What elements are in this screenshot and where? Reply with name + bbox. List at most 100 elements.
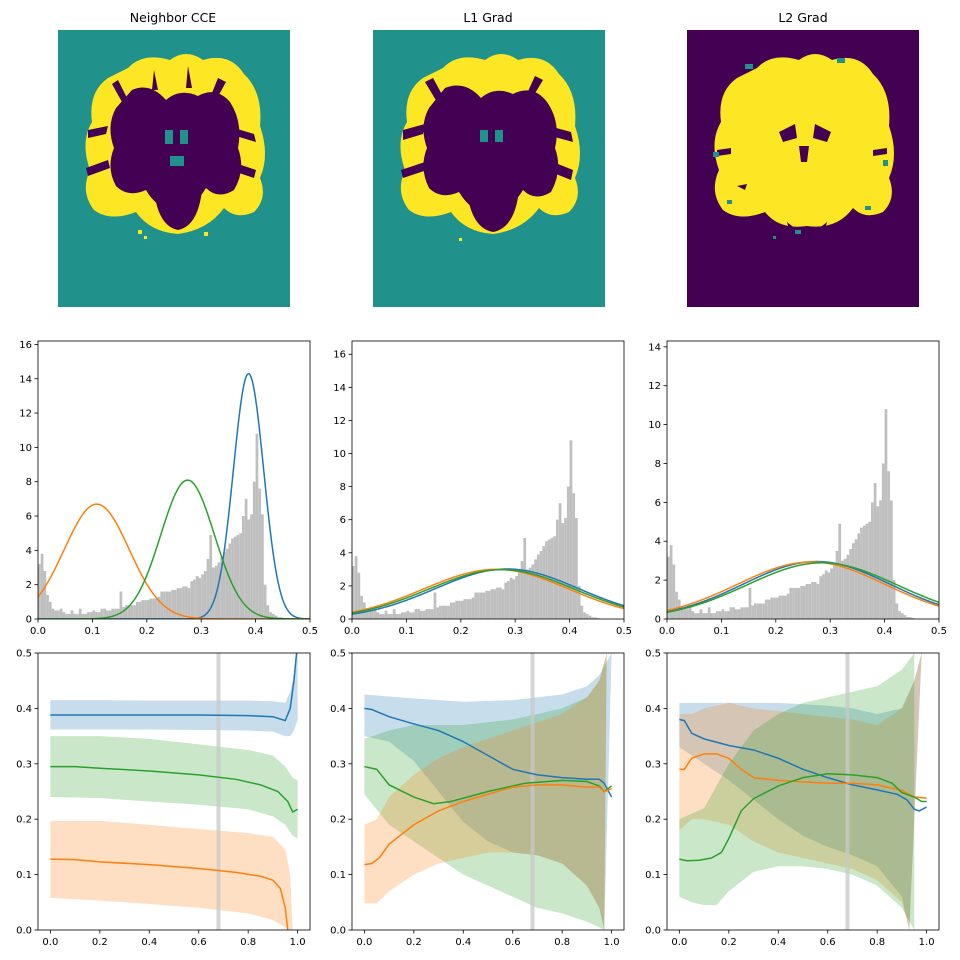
histogram-bar bbox=[588, 615, 592, 619]
histogram-bar bbox=[165, 591, 169, 619]
y-tick-label: 2 bbox=[655, 576, 661, 587]
histogram-bar bbox=[849, 549, 852, 619]
mean-line-orange bbox=[50, 858, 289, 930]
mean-line-orange bbox=[679, 753, 927, 799]
x-tick-label: 1.0 bbox=[919, 937, 935, 948]
histogram-bar bbox=[735, 609, 738, 619]
histogram-bar bbox=[721, 609, 725, 619]
histogram-bar bbox=[819, 576, 823, 619]
x-tick-label: 0.6 bbox=[505, 937, 521, 948]
histogram-bar bbox=[672, 564, 676, 619]
mean-line-green bbox=[50, 765, 299, 814]
y-tick-label: 0.2 bbox=[330, 815, 346, 826]
histogram-bar bbox=[89, 612, 93, 619]
x-tick-label: 0.4 bbox=[141, 937, 157, 948]
y-tick-label: 0.5 bbox=[330, 649, 346, 660]
histogram-bar bbox=[762, 603, 765, 619]
histogram-bar bbox=[428, 609, 431, 619]
histogram-bar bbox=[756, 603, 760, 619]
histogram-bar bbox=[732, 607, 735, 619]
brain-teal-interior bbox=[480, 130, 503, 142]
histogram-bar bbox=[751, 605, 755, 619]
histogram-bar bbox=[517, 572, 521, 619]
histogram-bar bbox=[515, 575, 518, 619]
mean-line-blue bbox=[50, 653, 298, 722]
histogram-bar bbox=[198, 577, 202, 619]
histogram-bar bbox=[127, 605, 131, 619]
histogram-bar bbox=[594, 617, 597, 619]
threshold-vertical-line bbox=[530, 653, 535, 930]
histogram-bar bbox=[680, 607, 684, 619]
histogram-bar bbox=[430, 609, 434, 619]
histogram-bar bbox=[482, 592, 486, 619]
histogram-bar bbox=[81, 613, 85, 619]
histogram-bar bbox=[228, 543, 232, 619]
y-tick-label: 10 bbox=[333, 449, 346, 460]
segmentation-image-neighbor-cce bbox=[58, 30, 290, 307]
histogram-bar bbox=[411, 612, 415, 619]
histogram-bar bbox=[572, 493, 576, 619]
histogram-bar bbox=[171, 589, 174, 619]
band-green bbox=[50, 736, 298, 839]
histogram-bar bbox=[580, 605, 584, 619]
histogram-bar bbox=[187, 588, 191, 619]
histogram-bar bbox=[898, 611, 901, 619]
histogram-bar bbox=[242, 516, 245, 619]
histogram-bar bbox=[843, 558, 847, 619]
histogram-bar bbox=[871, 502, 874, 619]
histogram-bar bbox=[184, 586, 188, 619]
histogram-bar bbox=[740, 607, 744, 619]
histogram-bar bbox=[38, 564, 41, 619]
histogram-bar bbox=[490, 589, 494, 619]
histogram-bar bbox=[119, 591, 123, 619]
x-tick-label: 0.1 bbox=[84, 626, 100, 637]
histogram-bar bbox=[447, 605, 450, 619]
brain-purple-shape bbox=[86, 66, 256, 230]
histogram-bar bbox=[86, 612, 90, 619]
y-tick-label: 6 bbox=[655, 498, 661, 509]
histogram-bar bbox=[523, 537, 527, 619]
histogram-bar bbox=[846, 554, 850, 619]
histogram-bar bbox=[371, 610, 374, 619]
plot-area bbox=[679, 653, 927, 930]
histogram-bar bbox=[501, 589, 505, 619]
x-tick-label: 0.4 bbox=[455, 937, 471, 948]
histogram-bar bbox=[794, 587, 798, 619]
y-tick-label: 0.3 bbox=[16, 759, 32, 770]
histogram-bar bbox=[715, 611, 719, 619]
histogram-bar bbox=[811, 582, 814, 619]
y-tick-label: 0.5 bbox=[16, 649, 32, 660]
x-tick-label: 0.0 bbox=[42, 937, 58, 948]
histogram-bar bbox=[542, 546, 546, 619]
histogram-bar bbox=[561, 523, 565, 619]
band-orange bbox=[679, 653, 922, 930]
y-tick-label: 0.4 bbox=[645, 704, 661, 715]
histogram-bar bbox=[553, 536, 556, 619]
histogram-bar bbox=[748, 587, 752, 619]
histogram-bar bbox=[209, 534, 213, 619]
histogram-bar bbox=[190, 581, 194, 619]
y-tick-label: 8 bbox=[340, 482, 346, 493]
x-tick-label: 0.5 bbox=[616, 626, 632, 637]
histogram-bar bbox=[688, 607, 692, 619]
x-tick-label: 0.8 bbox=[869, 937, 885, 948]
histogram-bar bbox=[441, 605, 445, 619]
histogram-bar bbox=[876, 506, 880, 619]
histogram-bar bbox=[892, 580, 896, 619]
histogram-bar bbox=[536, 554, 540, 619]
histogram-bar bbox=[881, 463, 885, 619]
gaussian-curve-orange bbox=[352, 568, 624, 613]
histogram-bar bbox=[851, 543, 855, 619]
histogram-bar bbox=[827, 572, 831, 619]
histogram-bar bbox=[201, 574, 204, 619]
histogram-bar bbox=[694, 613, 697, 619]
y-tick-label: 0.0 bbox=[645, 926, 661, 937]
gaussian-curve-blue bbox=[38, 372, 310, 619]
histogram-bar bbox=[78, 608, 82, 619]
histogram-bar bbox=[534, 559, 537, 619]
histogram-bar bbox=[403, 612, 407, 619]
histogram-bar bbox=[458, 600, 461, 619]
histogram-bar bbox=[138, 601, 142, 619]
histogram-bar bbox=[70, 610, 74, 619]
y-tick-label: 10 bbox=[19, 443, 32, 454]
